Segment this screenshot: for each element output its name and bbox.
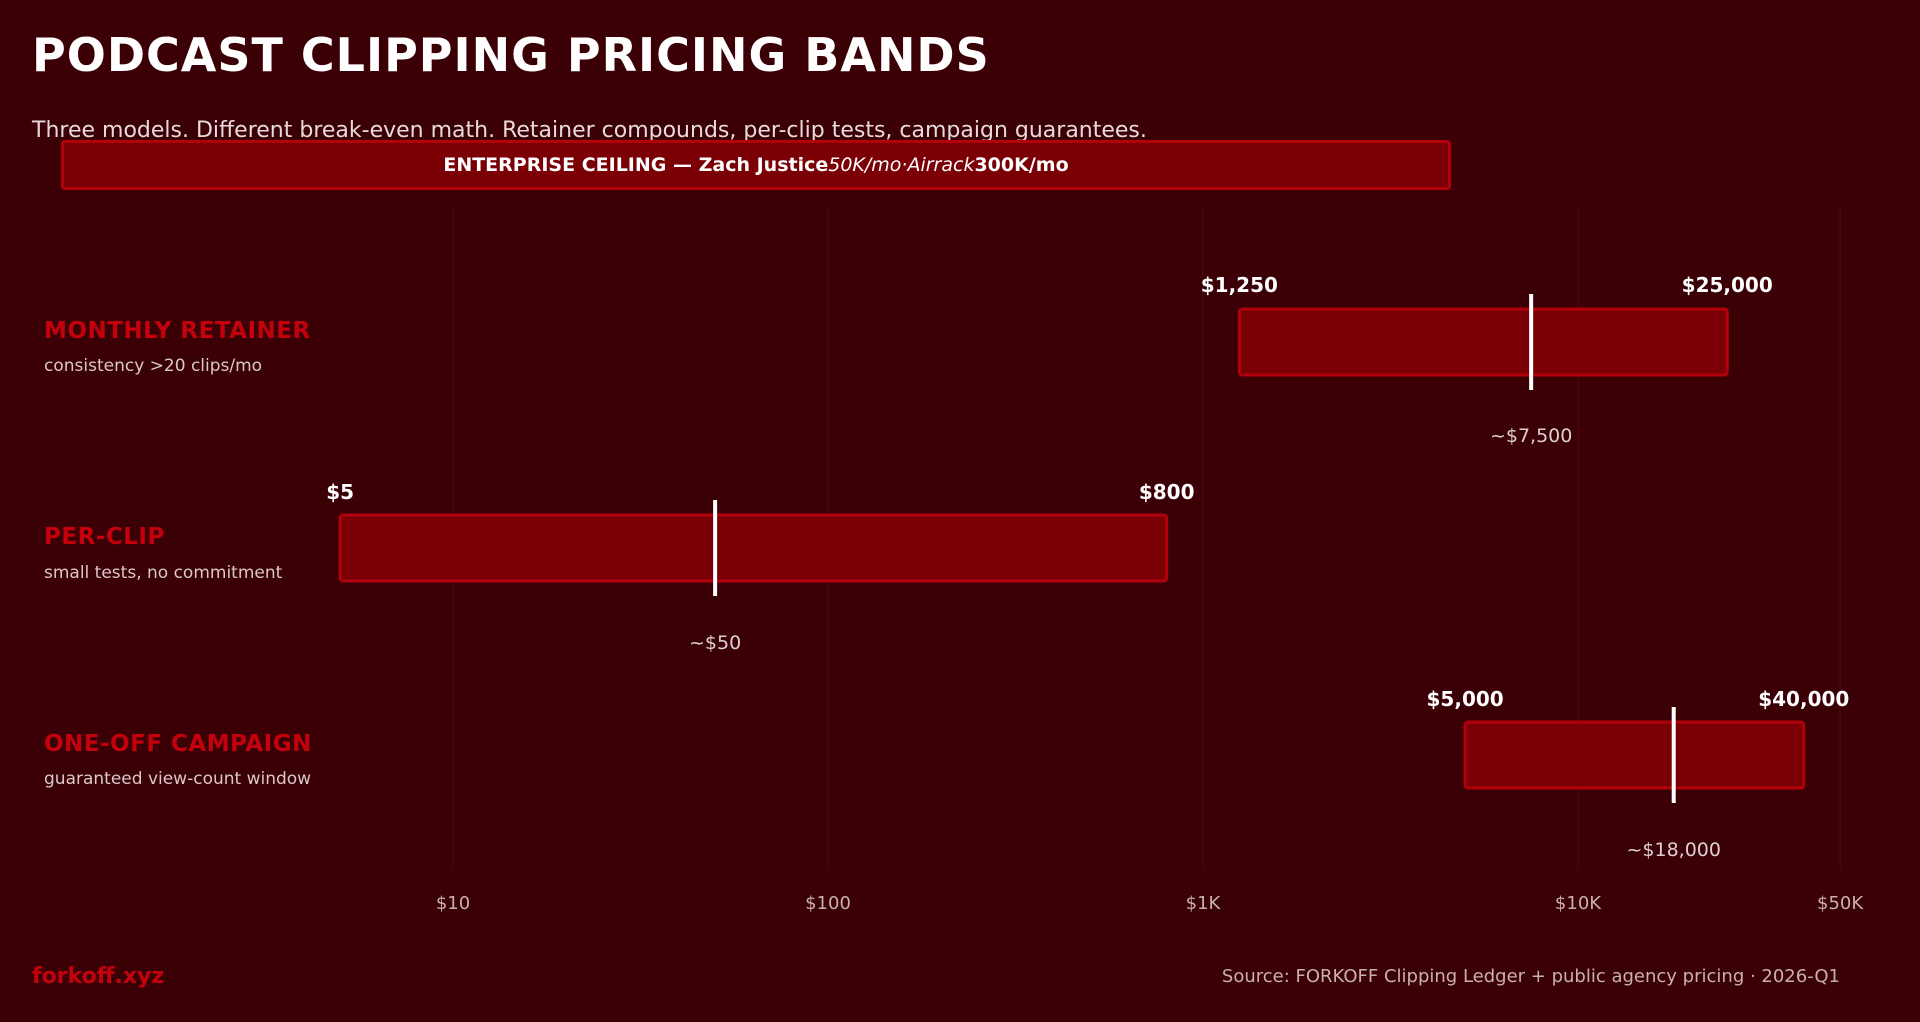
banner-bold-prefix: ENTERPRISE CEILING — Zach Justice (443, 154, 829, 176)
high-label: $800 (1138, 480, 1195, 504)
x-tick-label: $10 (435, 893, 471, 914)
enterprise-ceiling-banner: ENTERPRISE CEILING — Zach Justice 50K/mo… (61, 140, 1451, 190)
range-bar (1463, 720, 1806, 790)
low-label: $1,250 (1200, 273, 1278, 297)
x-tick-label: $10K (1554, 893, 1602, 914)
typical-label: ~$18,000 (1626, 839, 1721, 861)
x-tick-label: $100 (805, 893, 851, 914)
range-bar (338, 513, 1169, 583)
high-label: $25,000 (1681, 273, 1773, 297)
typical-label: ~$7,500 (1489, 425, 1573, 447)
low-label: $5,000 (1426, 687, 1504, 711)
series-name: ONE-OFF CAMPAIGN (44, 731, 312, 757)
series-note: guaranteed view-count window (44, 769, 312, 789)
range-bar (1237, 307, 1729, 377)
x-tick-label: $1K (1185, 893, 1221, 914)
series-name: PER-CLIP (44, 524, 165, 550)
chart-title: PODCAST CLIPPING PRICING BANDS (32, 28, 990, 82)
high-label: $40,000 (1758, 687, 1850, 711)
series-note: consistency >20 clips/mo (44, 356, 263, 376)
x-tick-label: $50K (1817, 893, 1864, 914)
banner-italic-middle: 50K/mo·Airrack (828, 154, 975, 176)
chart-subtitle: Three models. Different break-even math.… (32, 118, 1147, 143)
source-note: Source: FORKOFF Clipping Ledger + public… (1221, 966, 1840, 987)
series-name: MONTHLY RETAINER (44, 318, 311, 344)
low-label: $5 (326, 480, 355, 504)
typical-label: ~$50 (689, 632, 742, 654)
banner-bold-suffix: 300K/mo (974, 154, 1069, 176)
series-note: small tests, no commitment (44, 563, 283, 583)
brand-logo-text[interactable]: forkoff.xyz (32, 964, 165, 989)
